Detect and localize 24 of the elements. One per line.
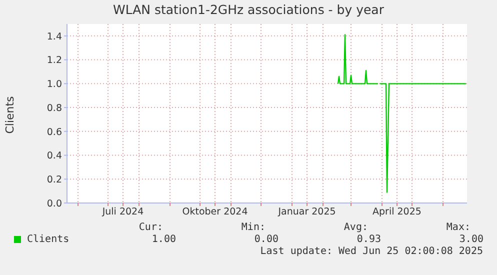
text: Avg: (344, 222, 368, 233)
y-tick-label: 1.4 (46, 31, 62, 42)
chart-title: WLAN station1-2GHz associations - by year (112, 2, 385, 17)
x-tick-label: April 2025 (372, 206, 422, 218)
y-tick-label: 1.2 (46, 55, 62, 66)
text: Max: (446, 222, 470, 233)
text: 0.93 (356, 234, 381, 245)
x-tick-label: Juli 2024 (101, 206, 144, 218)
text: Min: (241, 222, 266, 233)
legend-label: Clients (26, 234, 70, 245)
y-axis-title: Clients (4, 96, 16, 134)
text: Cur: (138, 222, 163, 233)
y-tick-label: 0.2 (46, 174, 62, 186)
text: Last update: Wed Jun 25 02:00:08 2025 (260, 246, 483, 257)
x-tick-label: Oktober 2024 (182, 206, 248, 218)
y-tick-label: 1.0 (46, 79, 62, 90)
y-tick-label: 0.8 (46, 102, 62, 114)
x-tick-label: Januar 2025 (277, 206, 336, 218)
text: 0.00 (254, 234, 278, 245)
text: 3.00 (459, 234, 484, 245)
y-tick-label: 0.6 (46, 126, 62, 138)
y-tick-label: 0.4 (46, 150, 62, 162)
text: 1.00 (152, 234, 176, 245)
y-tick-label: 0.0 (46, 198, 62, 210)
